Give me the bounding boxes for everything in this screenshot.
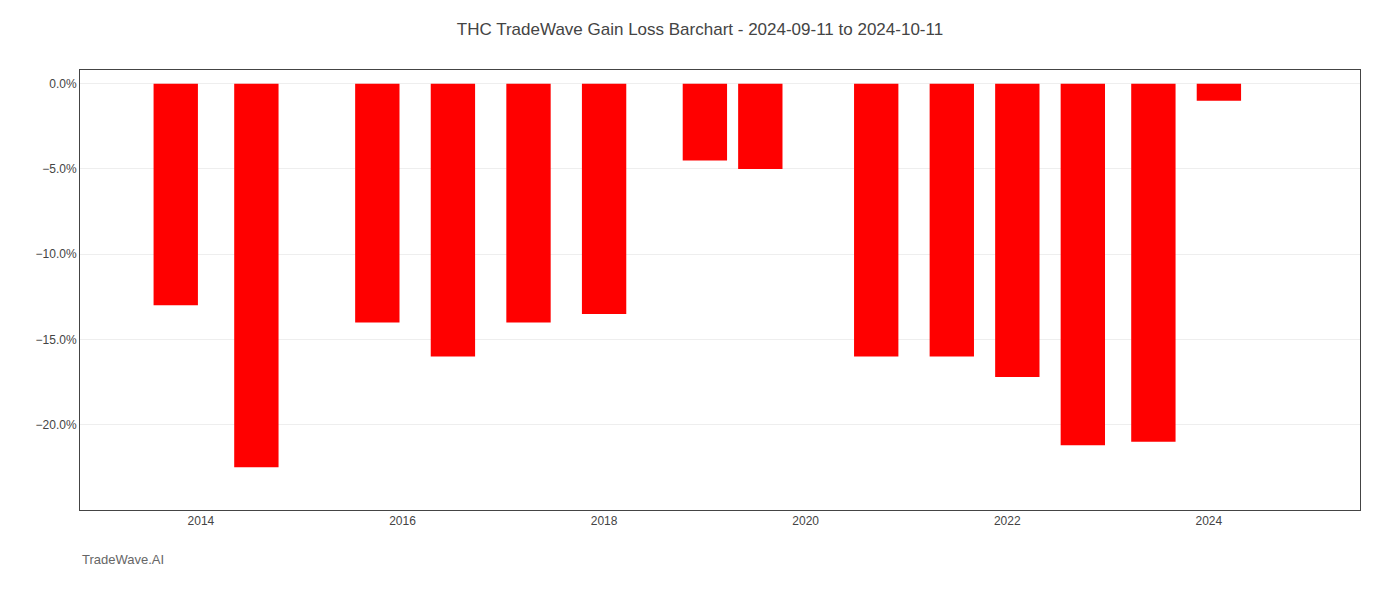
- svg-text:TradeWave.AI: TradeWave.AI: [82, 552, 164, 567]
- svg-text:2024: 2024: [1195, 514, 1222, 528]
- svg-text:−20.0%: −20.0%: [36, 418, 77, 432]
- svg-text:0.0%: 0.0%: [49, 77, 77, 91]
- svg-text:2020: 2020: [792, 514, 819, 528]
- svg-text:2014: 2014: [188, 514, 215, 528]
- svg-text:2018: 2018: [591, 514, 618, 528]
- svg-text:2016: 2016: [389, 514, 416, 528]
- svg-text:2022: 2022: [994, 514, 1021, 528]
- svg-text:THC TradeWave Gain Loss Barcha: THC TradeWave Gain Loss Barchart - 2024-…: [457, 20, 943, 39]
- svg-text:−15.0%: −15.0%: [36, 333, 77, 347]
- svg-text:−5.0%: −5.0%: [42, 162, 77, 176]
- svg-text:−10.0%: −10.0%: [36, 247, 77, 261]
